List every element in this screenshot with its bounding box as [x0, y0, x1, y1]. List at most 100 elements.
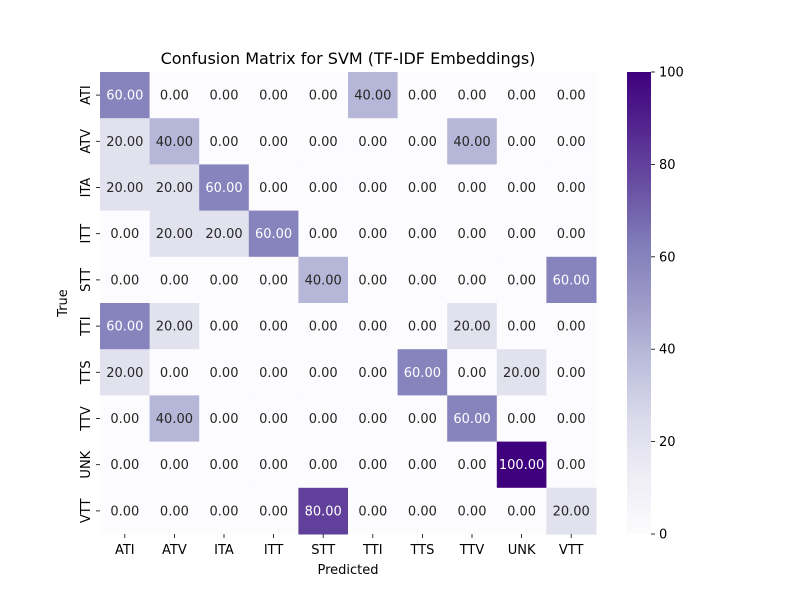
cell-value-label: 0.00: [408, 412, 437, 427]
cell-value-label: 60.00: [553, 273, 590, 288]
cell-value-label: 0.00: [309, 320, 338, 335]
cell-value-label: 0.00: [259, 320, 288, 335]
heatmap-cell: [496, 118, 547, 165]
cell-value-label: 0.00: [358, 504, 387, 519]
heatmap-cell: [546, 395, 597, 443]
heatmap-cell: [199, 72, 250, 119]
cell-value-label: 0.00: [259, 458, 288, 473]
heatmap-cell: [397, 164, 448, 212]
heatmap-cell: [149, 256, 200, 304]
heatmap-cell: [100, 349, 151, 396]
cell-value-label: 0.00: [557, 366, 586, 381]
cell-value-label: 0.00: [309, 89, 338, 104]
heatmap-cell: [546, 72, 597, 119]
heatmap-cell: [248, 72, 299, 119]
y-tick-label: ITA: [79, 178, 94, 198]
y-tick-label: STT: [79, 268, 94, 292]
x-tick-label: ATV: [162, 543, 187, 558]
cell-value-label: 0.00: [458, 366, 487, 381]
heatmap-cell: [100, 441, 151, 489]
cell-value-label: 20.00: [156, 227, 193, 242]
heatmap-cell: [348, 210, 399, 258]
heatmap-cell: [447, 118, 498, 165]
cell-value-label: 0.00: [507, 227, 536, 242]
heatmap-cell: [149, 303, 200, 350]
cell-value-label: 0.00: [358, 181, 387, 196]
heatmap-cell: [447, 256, 498, 304]
cell-value-label: 40.00: [453, 135, 490, 150]
cell-value-label: 0.00: [557, 89, 586, 104]
heatmap-cell: [447, 164, 498, 212]
heatmap-cell: [447, 395, 498, 443]
colorbar-tick-label: 0: [659, 528, 667, 543]
cell-value-label: 100.00: [499, 458, 545, 473]
heatmap-cell: [546, 210, 597, 258]
x-tick-label: STT: [311, 543, 335, 558]
heatmap-cell: [546, 303, 597, 350]
heatmap-cell: [397, 441, 448, 489]
heatmap-cell: [100, 210, 151, 258]
heatmap-cell: [199, 395, 250, 443]
cell-value-label: 0.00: [259, 135, 288, 150]
heatmap-cell: [496, 441, 547, 489]
heatmap-cell: [149, 210, 200, 258]
heatmap-cell: [546, 441, 597, 489]
heatmap-cell: [397, 487, 448, 535]
x-tick-label: TTI: [362, 543, 383, 558]
colorbar-tick-label: 80: [659, 158, 676, 173]
heatmap-cell: [298, 441, 349, 489]
x-tick-label: VTT: [559, 543, 584, 558]
heatmap-cell: [248, 210, 299, 258]
cell-value-label: 0.00: [309, 458, 338, 473]
cell-value-label: 0.00: [160, 458, 189, 473]
heatmap-cell: [298, 72, 349, 119]
cell-value-label: 20.00: [205, 227, 242, 242]
cell-value-label: 0.00: [358, 320, 387, 335]
y-tick-labels: ATI ATV ITA ITT STT TTI TTS TTV UNK VTT: [79, 85, 100, 523]
cell-value-label: 0.00: [408, 135, 437, 150]
cell-value-label: 0.00: [259, 412, 288, 427]
cell-value-label: 0.00: [408, 273, 437, 288]
cell-value-label: 0.00: [110, 458, 139, 473]
cell-value-label: 0.00: [160, 273, 189, 288]
cell-value-label: 0.00: [557, 458, 586, 473]
cell-value-label: 0.00: [408, 181, 437, 196]
cell-value-label: 0.00: [309, 181, 338, 196]
cell-value-label: 0.00: [210, 89, 239, 104]
heatmap-cell: [546, 487, 597, 535]
heatmap-cell: [447, 303, 498, 350]
cell-value-label: 0.00: [458, 89, 487, 104]
x-tick-label: UNK: [508, 543, 536, 558]
heatmap-cell: [348, 441, 399, 489]
heatmap-cell: [546, 349, 597, 396]
heatmap-cell: [100, 303, 151, 350]
cell-value-label: 0.00: [210, 412, 239, 427]
cell-value-label: 20.00: [553, 504, 590, 519]
cell-value-label: 60.00: [205, 181, 242, 196]
heatmap-cell: [199, 349, 250, 396]
heatmap-cell: [348, 118, 399, 165]
y-tick-label: TTI: [79, 316, 94, 337]
cell-value-label: 0.00: [557, 181, 586, 196]
cell-value-label: 0.00: [358, 366, 387, 381]
cell-value-label: 0.00: [309, 227, 338, 242]
heatmap-cell: [298, 395, 349, 443]
heatmap-cell: [496, 256, 547, 304]
heatmap-cell: [496, 164, 547, 212]
heatmap-cell: [100, 395, 151, 443]
heatmap-cell: [447, 349, 498, 396]
cell-value-label: 20.00: [106, 135, 143, 150]
cell-value-label: 0.00: [358, 135, 387, 150]
heatmap-cell: [149, 441, 200, 489]
cell-value-label: 0.00: [458, 458, 487, 473]
heatmap-cell: [298, 164, 349, 212]
heatmap-cell: [149, 395, 200, 443]
cell-value-label: 0.00: [110, 412, 139, 427]
heatmap-cell: [546, 118, 597, 165]
x-tick-label: ITT: [264, 543, 284, 558]
heatmap-cell: [496, 210, 547, 258]
cell-value-label: 60.00: [106, 320, 143, 335]
cell-value-label: 0.00: [160, 89, 189, 104]
colorbar-tick-label: 40: [659, 343, 676, 358]
